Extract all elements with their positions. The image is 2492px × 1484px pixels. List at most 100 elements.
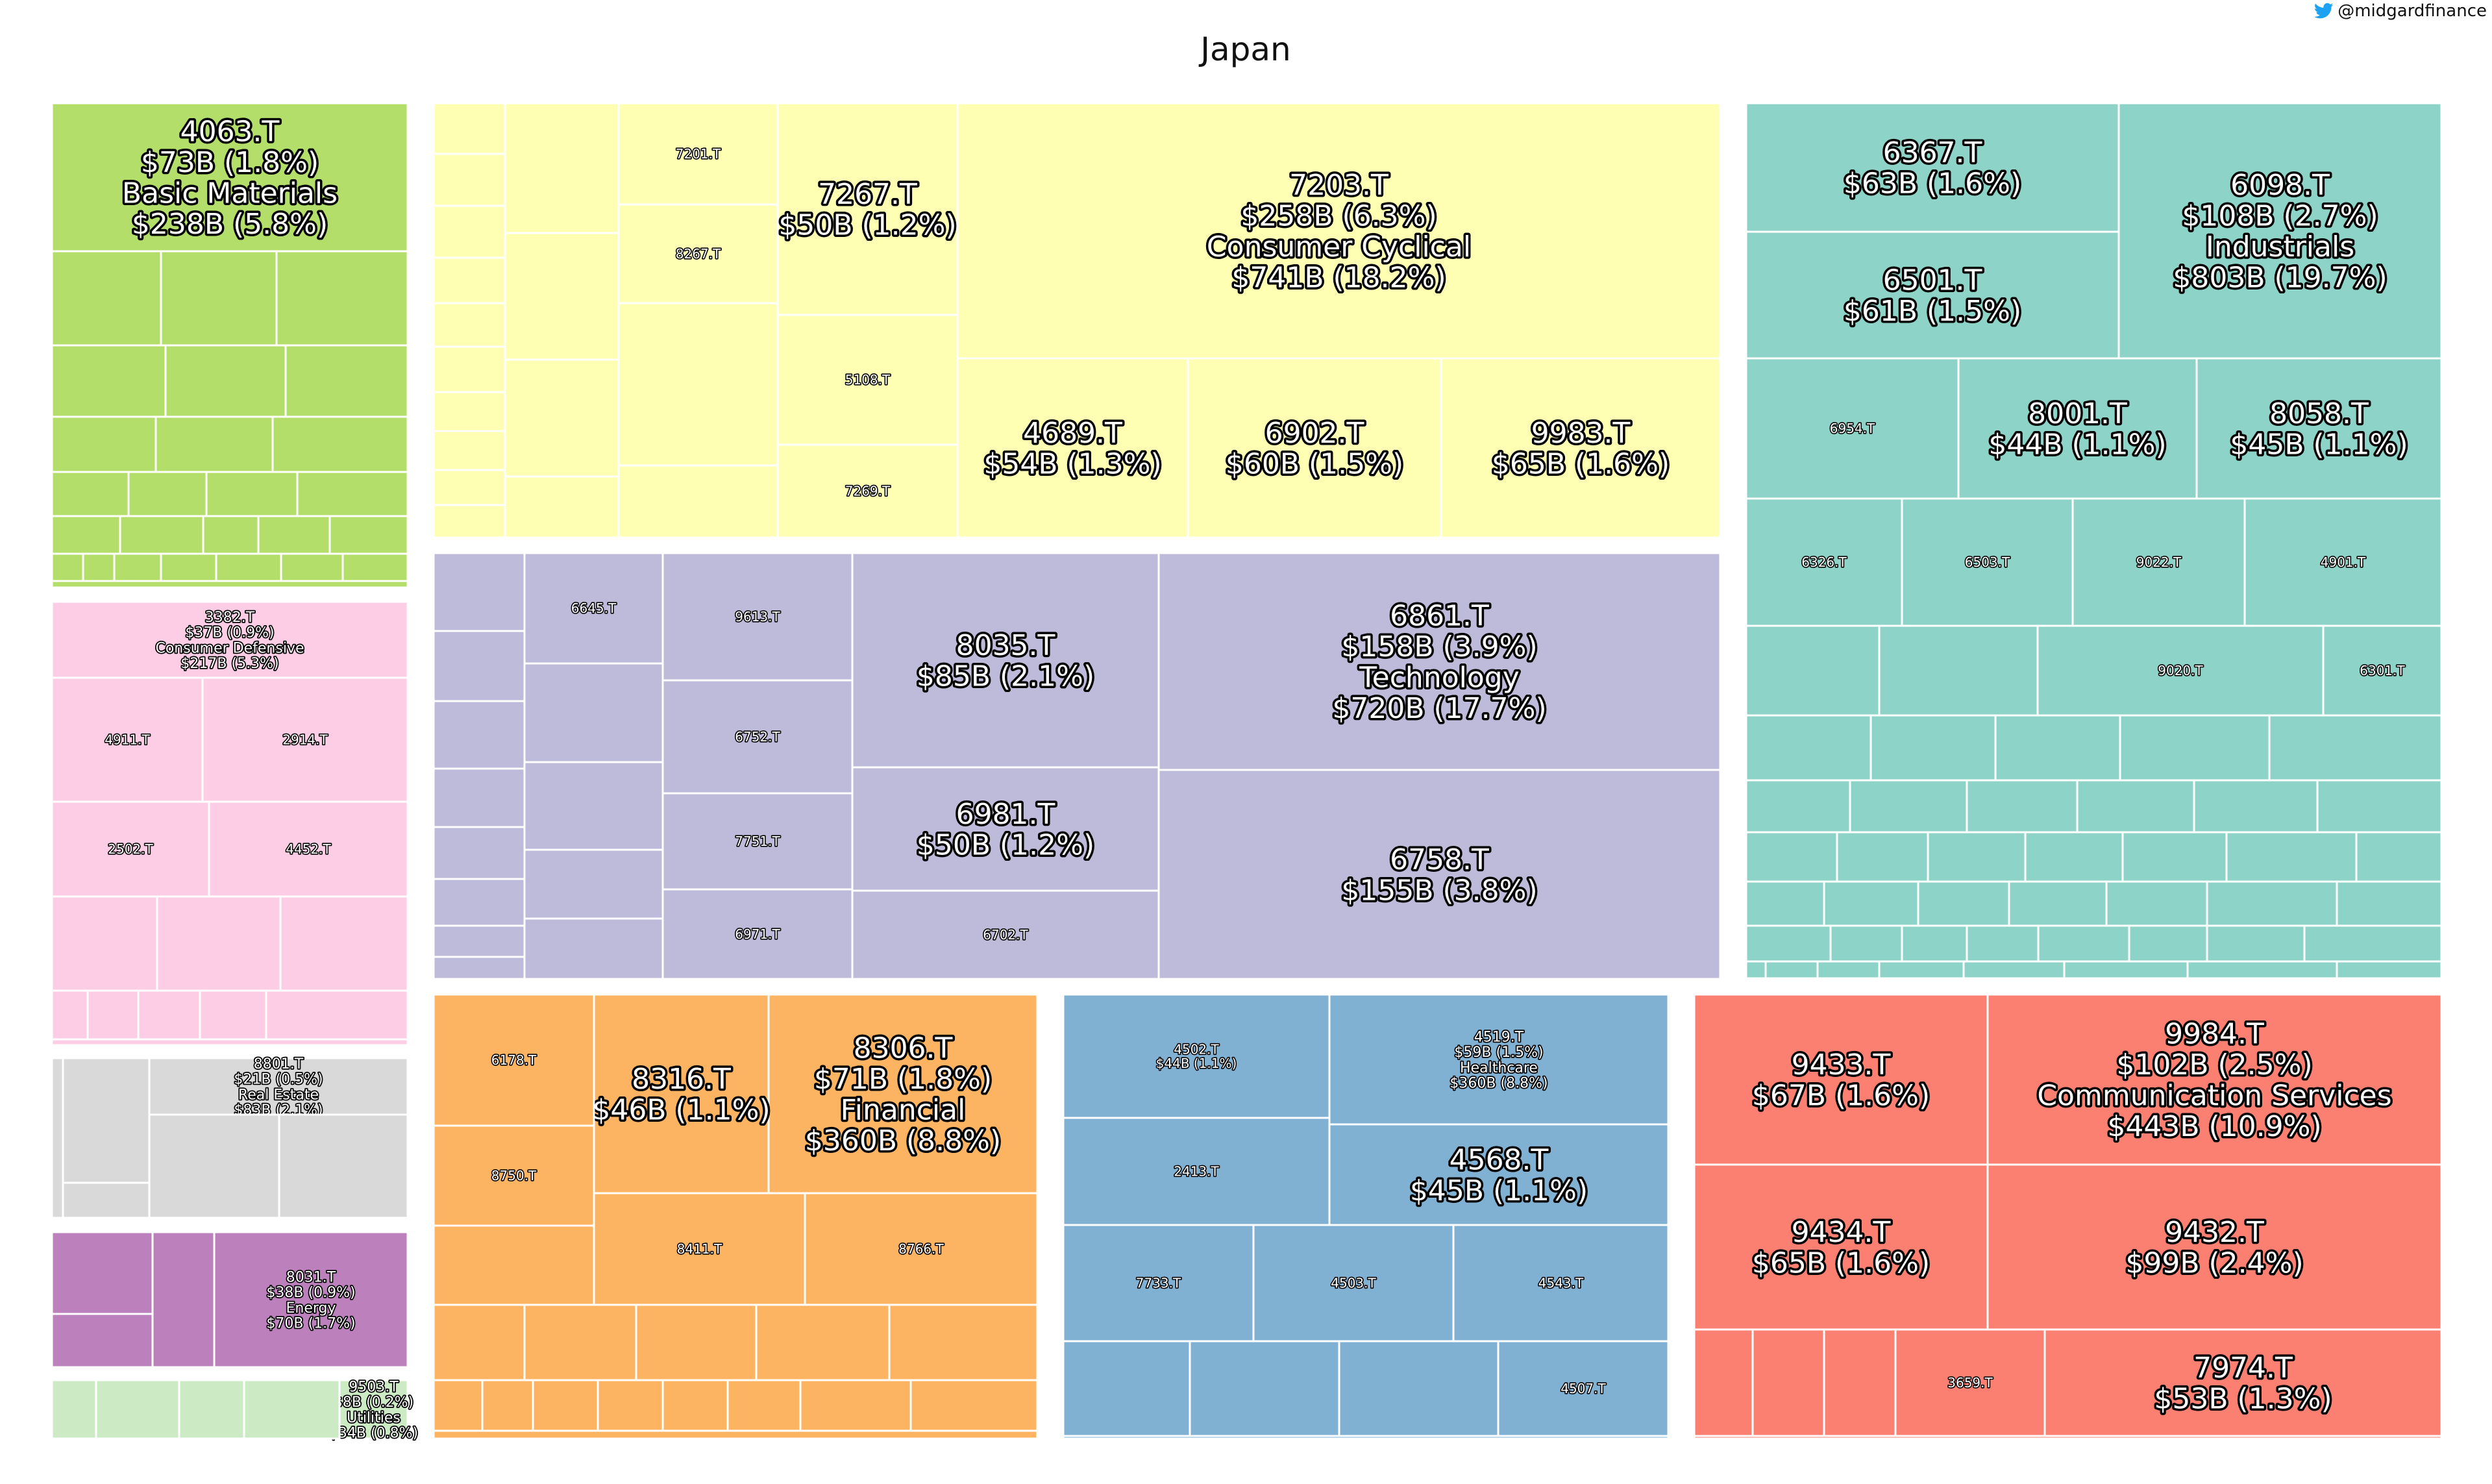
tile[interactable] bbox=[432, 430, 506, 471]
tile[interactable] bbox=[1962, 960, 2066, 980]
tile[interactable] bbox=[432, 552, 526, 632]
tile[interactable] bbox=[2336, 880, 2443, 927]
tile[interactable] bbox=[51, 552, 84, 582]
tile-3382-t[interactable] bbox=[51, 600, 409, 679]
tile[interactable] bbox=[1823, 1328, 1897, 1437]
tile[interactable] bbox=[1764, 960, 1819, 980]
tile-6971-t[interactable] bbox=[661, 888, 854, 980]
tile[interactable] bbox=[205, 471, 299, 517]
tile-2914-t[interactable] bbox=[201, 676, 409, 803]
tile[interactable] bbox=[2186, 960, 2338, 980]
tile-6752-t[interactable] bbox=[661, 679, 854, 795]
tile[interactable] bbox=[127, 471, 208, 517]
tile[interactable] bbox=[481, 1379, 534, 1432]
tile[interactable] bbox=[86, 989, 140, 1041]
tile[interactable] bbox=[51, 415, 157, 473]
tile-4543-t[interactable] bbox=[1452, 1224, 1670, 1342]
tile[interactable] bbox=[1836, 831, 1929, 883]
tile[interactable] bbox=[1745, 831, 1838, 883]
tile[interactable] bbox=[95, 1379, 180, 1440]
tile[interactable] bbox=[799, 1379, 912, 1432]
tile[interactable] bbox=[432, 256, 506, 304]
tile-8306-t[interactable] bbox=[767, 993, 1039, 1194]
tile[interactable] bbox=[432, 700, 526, 770]
tile-8058-t[interactable] bbox=[2195, 357, 2443, 500]
tile[interactable] bbox=[1062, 1340, 1191, 1437]
tile[interactable] bbox=[62, 1181, 151, 1219]
tile[interactable] bbox=[280, 552, 344, 582]
tile[interactable] bbox=[151, 1231, 216, 1368]
tile[interactable] bbox=[2206, 880, 2338, 927]
tile[interactable] bbox=[432, 391, 506, 432]
tile[interactable] bbox=[164, 344, 287, 418]
tile-4519-t[interactable] bbox=[1328, 993, 1670, 1126]
tile[interactable] bbox=[1693, 1328, 1754, 1437]
tile-4507-t[interactable] bbox=[1497, 1340, 1670, 1437]
tile[interactable] bbox=[51, 515, 121, 555]
tile[interactable] bbox=[597, 1379, 664, 1432]
tile[interactable] bbox=[202, 515, 260, 555]
tile[interactable] bbox=[504, 102, 620, 234]
tile[interactable] bbox=[432, 504, 506, 539]
tile[interactable] bbox=[2008, 880, 2108, 927]
tile[interactable] bbox=[432, 1429, 1039, 1440]
tile[interactable] bbox=[523, 848, 664, 920]
tile[interactable] bbox=[51, 1313, 154, 1368]
tile[interactable] bbox=[215, 552, 282, 582]
tile-9432-t[interactable] bbox=[1986, 1163, 2443, 1331]
tile-6954-t[interactable] bbox=[1745, 357, 1960, 500]
tile[interactable] bbox=[51, 895, 158, 992]
tile[interactable] bbox=[296, 471, 409, 517]
tile[interactable] bbox=[1745, 779, 1851, 834]
tile-8750-t[interactable] bbox=[432, 1124, 595, 1227]
tile[interactable] bbox=[2128, 924, 2208, 963]
tile[interactable] bbox=[1994, 714, 2121, 782]
tile-8267-t[interactable] bbox=[617, 203, 779, 304]
tile[interactable] bbox=[284, 344, 409, 418]
tile[interactable] bbox=[909, 1379, 1039, 1432]
tile[interactable] bbox=[635, 1304, 758, 1381]
tile[interactable] bbox=[160, 250, 278, 347]
tile-7269-t[interactable] bbox=[776, 443, 959, 539]
tile[interactable] bbox=[62, 1057, 151, 1184]
tile[interactable] bbox=[1829, 924, 1903, 963]
tile[interactable] bbox=[51, 250, 162, 347]
tile[interactable] bbox=[1062, 1435, 1670, 1440]
tile[interactable] bbox=[1745, 960, 1767, 980]
tile[interactable] bbox=[51, 1231, 154, 1315]
tile-4689-t[interactable] bbox=[956, 357, 1189, 539]
tile[interactable] bbox=[2303, 924, 2443, 963]
tile[interactable] bbox=[154, 415, 274, 473]
tile[interactable] bbox=[2316, 779, 2443, 834]
tile[interactable] bbox=[137, 989, 201, 1041]
tile[interactable] bbox=[661, 1379, 729, 1432]
tile[interactable] bbox=[432, 204, 506, 259]
tile[interactable] bbox=[257, 515, 331, 555]
tile[interactable] bbox=[2206, 924, 2306, 963]
tile[interactable] bbox=[278, 1113, 409, 1219]
tile[interactable] bbox=[1745, 625, 1881, 717]
tile[interactable] bbox=[1693, 1435, 2443, 1440]
tile[interactable] bbox=[156, 895, 282, 992]
tile[interactable] bbox=[1745, 714, 1872, 782]
tile[interactable] bbox=[432, 878, 526, 927]
tile-4911-t[interactable] bbox=[51, 676, 204, 803]
tile-9503-t[interactable] bbox=[338, 1379, 409, 1440]
tile[interactable] bbox=[51, 1038, 409, 1046]
tile[interactable] bbox=[148, 1113, 280, 1219]
tile[interactable] bbox=[178, 1379, 245, 1440]
tile-6758-t[interactable] bbox=[1157, 769, 1721, 980]
tile-6501-t[interactable] bbox=[1745, 230, 2120, 360]
tile[interactable] bbox=[523, 662, 664, 763]
tile-6326-t[interactable] bbox=[1745, 497, 1903, 627]
tile[interactable] bbox=[523, 1304, 637, 1381]
tile[interactable] bbox=[432, 924, 526, 958]
tile[interactable] bbox=[432, 826, 526, 880]
tile-5108-t[interactable] bbox=[776, 314, 959, 446]
tile[interactable] bbox=[432, 345, 506, 393]
tile[interactable] bbox=[1901, 924, 1968, 963]
tile[interactable] bbox=[2076, 779, 2195, 834]
tile[interactable] bbox=[1966, 924, 2040, 963]
tile[interactable] bbox=[2268, 714, 2443, 782]
tile[interactable] bbox=[51, 471, 130, 517]
